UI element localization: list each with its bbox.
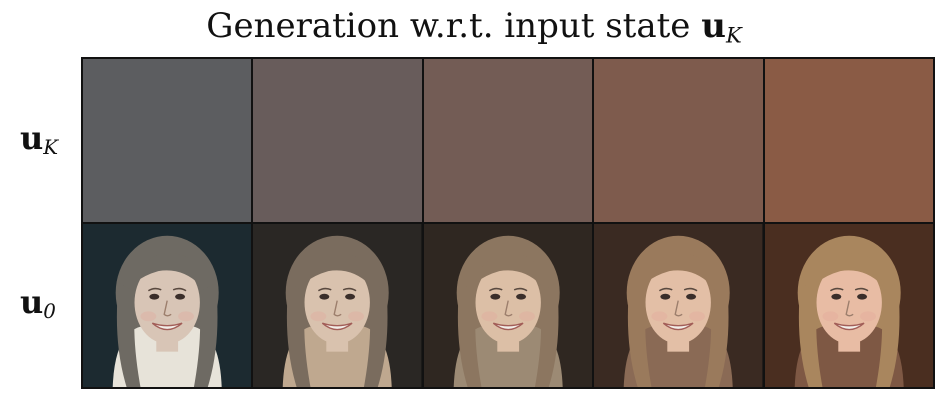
row-label-u0-subscript: 0: [43, 299, 56, 323]
row-label-uk-subscript: K: [43, 135, 59, 159]
row-label-uk: uK: [20, 118, 76, 168]
title-subscript: K: [725, 22, 742, 48]
input-state-swatch-3: [423, 59, 593, 222]
image-grid: [81, 57, 935, 389]
input-state-swatch-5: [764, 59, 933, 222]
generated-face-3: [423, 224, 593, 387]
input-state-swatch-4: [594, 59, 763, 222]
row-label-uk-symbol: u: [20, 119, 44, 157]
row-label-u0-symbol: u: [20, 283, 44, 321]
input-state-swatch-2: [253, 59, 422, 222]
figure-title: Generation w.r.t. input state uK: [0, 4, 948, 48]
generated-face-4: [594, 224, 763, 387]
title-symbol: u: [701, 6, 726, 46]
row-label-u0: u0: [20, 282, 76, 332]
generated-face-2: [253, 224, 422, 387]
generated-face-1: [83, 224, 252, 387]
title-text: Generation w.r.t. input state: [206, 6, 702, 46]
generated-face-5: [764, 224, 933, 387]
input-state-swatch-1: [83, 59, 252, 222]
